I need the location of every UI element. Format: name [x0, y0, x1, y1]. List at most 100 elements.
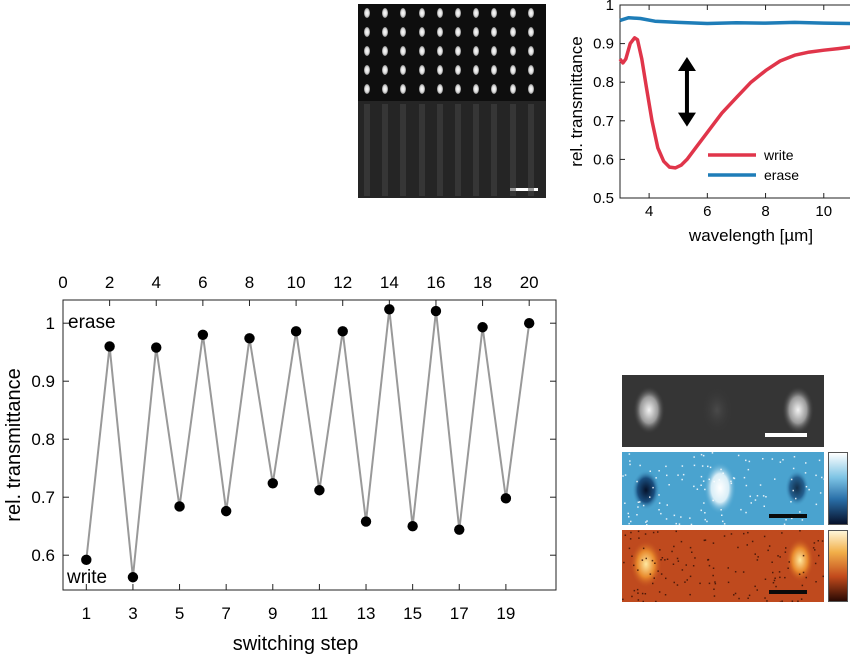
y-axis-label: rel. transmittance	[3, 368, 25, 521]
array-dot	[455, 84, 461, 94]
array-dot	[400, 65, 407, 75]
x-tick-label-bottom: 1	[82, 604, 91, 623]
x-tick-label-top: 16	[426, 273, 445, 292]
data-point	[174, 501, 185, 512]
data-point	[500, 493, 512, 504]
array-dot	[364, 46, 370, 56]
y-tick-label: 0.9	[31, 372, 55, 391]
array-dot	[418, 65, 425, 75]
array-dot	[382, 65, 389, 75]
x-tick-label-bottom: 15	[403, 604, 422, 623]
faint-column	[455, 104, 461, 196]
bright-spot-left	[633, 386, 665, 434]
x-tick-label-top: 10	[287, 273, 306, 292]
x-tick-label-top: 20	[520, 273, 539, 292]
y-tick-label: 0.6	[593, 151, 614, 168]
array-dot	[527, 27, 534, 37]
x-tick-label-bottom: 13	[357, 604, 376, 623]
array-dot	[527, 46, 534, 56]
x-tick-label: 4	[645, 203, 653, 220]
bright-spot-left	[630, 540, 662, 588]
data-point	[104, 341, 115, 352]
array-dot	[400, 84, 407, 94]
faint-spot-center	[701, 386, 733, 434]
colorbar-orange	[828, 530, 848, 602]
array-dot	[382, 27, 389, 37]
dark-spot-left	[632, 470, 660, 510]
y-tick-label: 0.8	[31, 430, 55, 449]
array-dot	[418, 8, 425, 18]
image-panel-blue	[622, 452, 824, 525]
array-dot	[455, 27, 461, 37]
data-point	[430, 305, 442, 317]
array-dot	[455, 8, 461, 18]
array-dot	[455, 46, 461, 56]
annotation-write: write	[66, 567, 107, 588]
bright-spot-right	[782, 386, 814, 434]
array-dot	[400, 27, 407, 37]
data-point	[197, 329, 209, 340]
data-point	[314, 485, 325, 496]
array-dot	[491, 27, 498, 37]
y-tick-label: 0.6	[31, 546, 55, 565]
y-tick-label: 0.8	[593, 74, 614, 91]
micro-image-array	[358, 4, 546, 198]
array-dot	[455, 65, 461, 75]
arrow-head-down	[677, 112, 696, 127]
array-dot	[400, 8, 407, 18]
scale-bar	[510, 188, 538, 191]
y-tick-label: 0.7	[31, 488, 55, 507]
faint-column	[364, 104, 370, 196]
array-dot	[418, 27, 425, 37]
image-panel-grayscale	[622, 375, 824, 447]
array-dot	[382, 46, 389, 56]
switching-chart: 0.60.70.80.911 3 5 7 9 11 13 15 17 190 2 4 6 8 10 12 14 1…	[3, 273, 557, 655]
series-line	[85, 309, 531, 578]
faint-column	[491, 104, 498, 196]
array-dot	[418, 84, 425, 94]
data-point	[127, 572, 139, 583]
faint-column	[382, 104, 389, 196]
bright-spot-right	[786, 538, 814, 582]
x-tick-label-top: 0	[58, 273, 67, 292]
array-dot	[418, 46, 425, 56]
x-tick-label-bottom: 11	[311, 604, 329, 623]
legend-label-write: write	[763, 147, 794, 163]
scale-bar	[765, 433, 807, 437]
y-tick-label: 0.9	[593, 36, 614, 53]
data-point	[454, 524, 465, 535]
grayscale-image	[633, 386, 814, 437]
data-point	[244, 333, 255, 344]
x-tick-label: 6	[703, 203, 711, 220]
array-dot	[436, 84, 443, 94]
x-tick-label-top: 12	[333, 273, 352, 292]
array-dot	[527, 65, 534, 75]
data-point	[81, 554, 92, 566]
y-tick-label: 1	[46, 314, 55, 333]
array-dot	[473, 8, 480, 18]
faint-column	[509, 104, 516, 196]
x-tick-label-top: 4	[152, 273, 161, 292]
array-dot	[382, 84, 389, 94]
data-point	[337, 326, 348, 337]
faint-column	[527, 104, 534, 196]
data-point	[290, 326, 302, 337]
scale-bar	[769, 514, 807, 518]
annotation-erase: erase	[68, 312, 116, 333]
data-point	[477, 322, 488, 333]
array-dot	[527, 84, 534, 94]
x-tick-label-bottom: 17	[450, 604, 469, 623]
image-panel-orange	[622, 530, 824, 602]
x-tick-label-bottom: 5	[175, 604, 184, 623]
x-tick-label-top: 14	[380, 273, 399, 292]
array-dot	[436, 8, 443, 18]
array-dot	[491, 65, 498, 75]
data-point	[151, 342, 162, 353]
data-point	[523, 318, 535, 329]
x-tick-label: 10	[815, 203, 832, 220]
dark-spot-right	[785, 470, 809, 506]
x-tick-label-top: 8	[245, 273, 254, 292]
array-dot	[509, 8, 516, 18]
array-dot	[364, 65, 370, 75]
x-axis-label: switching step	[233, 633, 359, 655]
